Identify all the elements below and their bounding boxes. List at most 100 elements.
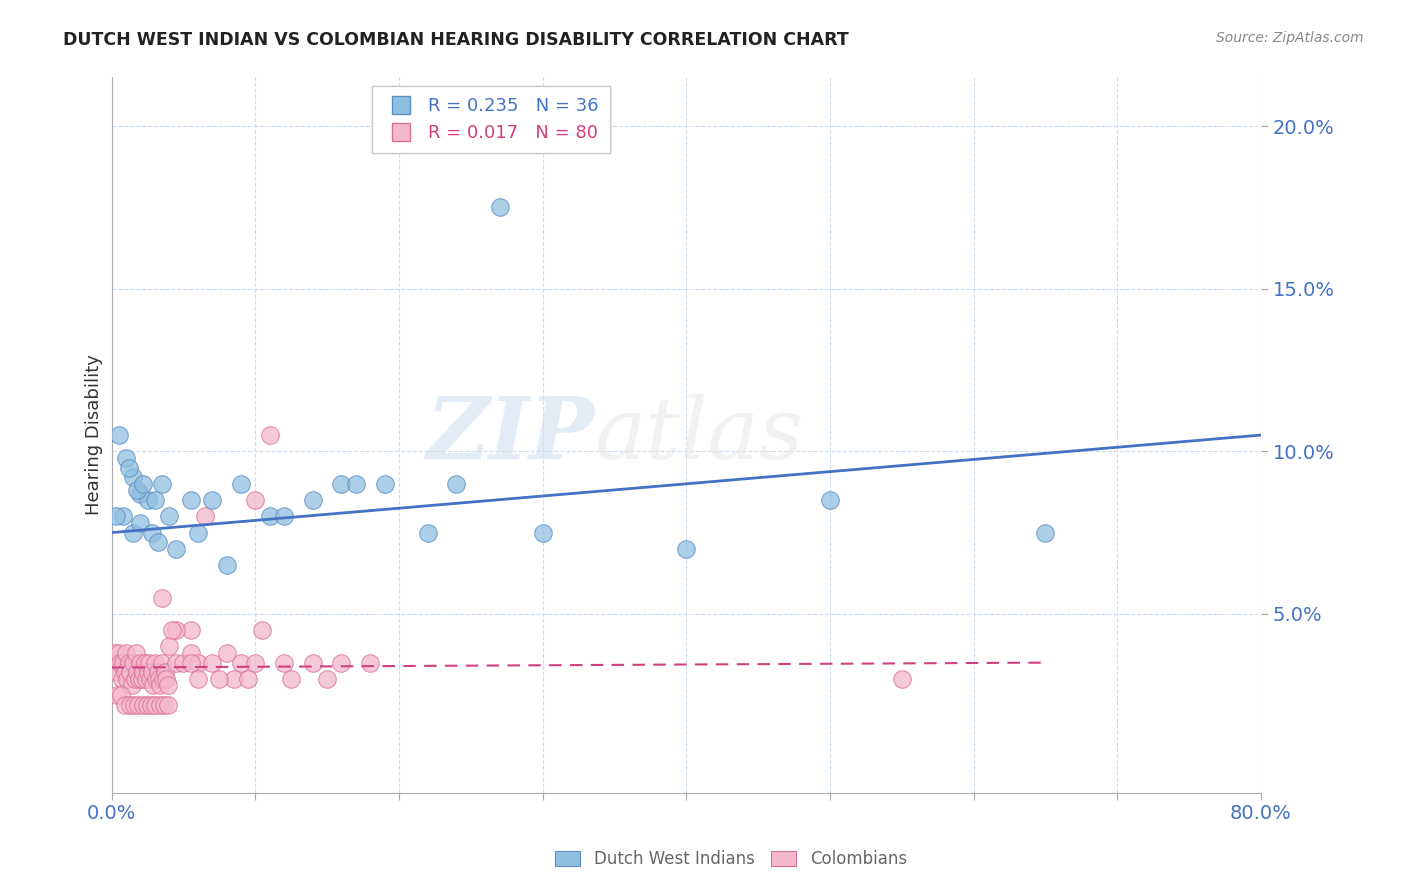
Point xyxy=(359,656,381,670)
Point xyxy=(180,656,202,670)
Point xyxy=(138,656,160,670)
Point xyxy=(280,672,302,686)
Point xyxy=(157,698,180,712)
Point xyxy=(488,201,510,215)
Point xyxy=(194,509,217,524)
Text: Source: ZipAtlas.com: Source: ZipAtlas.com xyxy=(1216,31,1364,45)
Point xyxy=(128,672,150,686)
Text: atlas: atlas xyxy=(595,393,803,476)
Point xyxy=(215,558,238,573)
Point xyxy=(301,656,323,670)
Point xyxy=(120,665,142,680)
Point xyxy=(890,672,912,686)
Point xyxy=(129,656,152,670)
Point xyxy=(236,672,259,686)
Point xyxy=(115,450,138,465)
Point xyxy=(146,665,169,680)
Point xyxy=(122,656,145,670)
Point xyxy=(145,698,167,712)
Point xyxy=(215,646,238,660)
Point xyxy=(149,678,172,692)
Point xyxy=(165,656,187,670)
Point xyxy=(180,623,202,637)
Point xyxy=(129,486,152,500)
Point xyxy=(110,656,132,670)
Point xyxy=(104,656,127,670)
Point xyxy=(142,678,165,692)
Point xyxy=(180,493,202,508)
Point xyxy=(103,646,125,660)
Point xyxy=(222,672,245,686)
Point xyxy=(149,698,172,712)
Point xyxy=(150,591,173,605)
Point xyxy=(156,678,179,692)
Point xyxy=(114,698,136,712)
Point xyxy=(273,656,295,670)
Point xyxy=(165,623,187,637)
Point xyxy=(160,623,183,637)
Point xyxy=(136,665,159,680)
Point xyxy=(229,656,252,670)
Point xyxy=(187,525,209,540)
Point xyxy=(134,656,156,670)
Point xyxy=(1035,525,1057,540)
Point xyxy=(531,525,554,540)
Point xyxy=(259,428,281,442)
Point xyxy=(125,646,148,660)
Point xyxy=(187,672,209,686)
Point xyxy=(131,672,153,686)
Point xyxy=(122,470,145,484)
Point xyxy=(105,665,128,680)
Point xyxy=(153,698,176,712)
Point xyxy=(187,656,209,670)
Point xyxy=(330,476,353,491)
Point xyxy=(129,516,152,530)
Point xyxy=(139,672,162,686)
Point xyxy=(139,698,162,712)
Point xyxy=(252,623,274,637)
Text: DUTCH WEST INDIAN VS COLOMBIAN HEARING DISABILITY CORRELATION CHART: DUTCH WEST INDIAN VS COLOMBIAN HEARING D… xyxy=(63,31,849,49)
Point xyxy=(229,476,252,491)
Point xyxy=(157,640,180,654)
Point xyxy=(245,493,267,508)
Point xyxy=(141,525,163,540)
Point xyxy=(273,509,295,524)
Point xyxy=(105,688,128,702)
Point xyxy=(112,656,135,670)
Point xyxy=(127,665,149,680)
Point xyxy=(150,656,173,670)
Point xyxy=(118,698,141,712)
Point xyxy=(114,665,136,680)
Point xyxy=(201,656,224,670)
Point xyxy=(416,525,439,540)
Point xyxy=(165,541,187,556)
Point xyxy=(208,672,231,686)
Point xyxy=(108,646,131,660)
Point xyxy=(675,541,697,556)
Point xyxy=(135,672,157,686)
Point xyxy=(145,672,167,686)
Point xyxy=(135,698,157,712)
Point xyxy=(150,476,173,491)
Point xyxy=(143,493,166,508)
Point xyxy=(131,698,153,712)
Point xyxy=(141,665,163,680)
Point xyxy=(132,476,155,491)
Point xyxy=(155,672,177,686)
Text: ZIP: ZIP xyxy=(426,393,595,477)
Point xyxy=(148,672,170,686)
Point xyxy=(115,646,138,660)
Point xyxy=(121,678,143,692)
Point xyxy=(157,509,180,524)
Point xyxy=(124,672,146,686)
Legend: Dutch West Indians, Colombians: Dutch West Indians, Colombians xyxy=(548,844,914,875)
Point xyxy=(111,672,134,686)
Point xyxy=(344,476,367,491)
Point xyxy=(818,493,841,508)
Point xyxy=(118,460,141,475)
Point xyxy=(143,656,166,670)
Point xyxy=(446,476,468,491)
Point xyxy=(201,493,224,508)
Legend: R = 0.235   N = 36, R = 0.017   N = 80: R = 0.235 N = 36, R = 0.017 N = 80 xyxy=(373,87,610,153)
Point xyxy=(104,509,127,524)
